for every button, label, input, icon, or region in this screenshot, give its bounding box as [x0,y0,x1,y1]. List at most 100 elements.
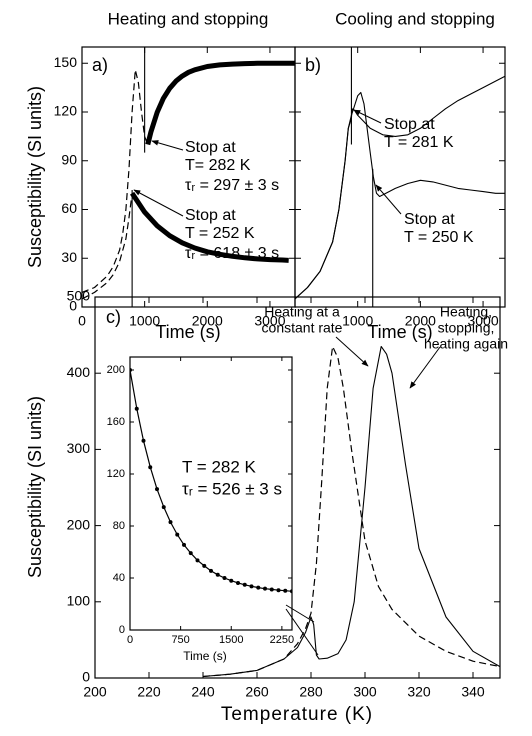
y-tick-label: 0 [119,624,125,636]
y-tick-label: 80 [113,520,125,532]
annotation: T= 282 K [185,157,251,174]
y-tick-label: 60 [61,200,77,216]
y-tick-label: 90 [61,151,77,167]
annotation-arrow [375,184,402,215]
data-point [249,584,254,589]
inset-connector [285,604,315,623]
y-tick-label: 40 [113,572,125,584]
data-point [141,438,146,443]
annotation: Stop at [404,211,455,228]
data-point [134,406,139,411]
data-point [188,551,193,556]
data-point [161,505,166,510]
data-point [155,487,159,492]
x-tick-label: 1500 [219,634,243,646]
annotation-arrow [409,346,441,389]
x-axis-label: Temperature (K) [221,704,373,725]
x-tick-label: 2250 [270,634,294,646]
x-tick-label: 300 [353,684,377,700]
annotation-arrow [151,140,184,151]
data-line [202,345,500,678]
data-point [209,568,213,573]
data-point [222,576,227,580]
data-line [295,75,505,300]
annotation: T = 281 K [384,134,454,151]
data-point [236,580,240,585]
data-line [145,60,295,146]
axes-frame [94,296,501,679]
data-point [256,585,261,590]
data-line [295,91,505,300]
data-line [82,69,149,293]
panel-title: Cooling and stopping [335,9,495,28]
panel-label: c) [106,307,121,327]
inset-background [130,357,292,630]
y-tick-label: 200 [107,364,125,376]
y-tick-label: 120 [54,103,78,119]
annotation: Heating, [440,304,492,320]
annotation-arrow [353,109,382,124]
y-tick-label: 150 [54,54,78,70]
annotation: Heating at a [264,304,340,320]
data-point [168,520,173,525]
annotation: τᵣ = 297 ± 3 s [185,177,279,194]
x-tick-label: 750 [171,634,189,646]
y-tick-label: 200 [67,516,91,532]
plot-area [82,47,295,307]
data-line [82,193,133,300]
x-tick-label: 3000 [467,313,498,329]
plot-area [295,47,505,307]
panel-label: b) [305,55,321,75]
x-tick-label: 1000 [129,313,160,329]
y-tick-label: 120 [107,468,125,480]
x-tick-label: 3000 [254,313,285,329]
plot-area [130,368,292,594]
data-point [175,532,180,537]
data-point [229,578,234,583]
x-tick-label: 200 [83,684,107,700]
annotation: heating again [424,336,508,352]
data-point [195,558,200,563]
x-tick-label: 320 [407,684,431,700]
annotation: constant rate [262,320,343,336]
axes-frame [294,46,506,308]
annotation-arrow [335,336,369,367]
y-tick-label: 30 [61,249,77,265]
annotation: T = 252 K [185,225,255,242]
data-point [215,572,220,577]
annotation: Stop at [384,116,435,133]
annotation: Stop at [185,207,236,224]
data-point [242,582,247,587]
axes-frame [129,356,293,631]
y-tick-label: 500 [67,288,91,304]
x-axis-label: Time (s) [155,322,220,342]
annotation: T = 250 K [404,229,474,246]
x-axis-label: Time (s) [367,322,432,342]
x-tick-label: 260 [245,684,269,700]
annotation: T = 282 K [182,457,257,476]
x-tick-label: 220 [137,684,161,700]
y-tick-label: 160 [107,416,125,428]
y-axis-label: Susceptibility (SI units) [25,86,45,268]
annotation: τᵣ = 618 ± 3 s [185,245,279,262]
annotation: τᵣ = 526 ± 3 s [182,479,282,498]
data-point [202,563,207,568]
inset-connector [285,608,319,656]
annotation: Stop at [185,139,236,156]
panel-title: Heating and stopping [108,9,269,28]
x-tick-label: 280 [299,684,323,700]
plot-area [202,345,500,678]
x-tick-label: 340 [461,684,485,700]
data-point [269,587,274,592]
y-axis-label: Susceptibility (SI units) [25,396,45,578]
x-tick-label: 0 [78,313,86,329]
annotation-arrow [133,189,184,217]
panel-label: a) [92,55,108,75]
y-tick-label: 0 [82,669,90,685]
data-line [130,191,289,263]
x-tick-label: 2000 [192,313,223,329]
y-tick-label: 0 [69,298,77,314]
data-point [148,465,153,470]
